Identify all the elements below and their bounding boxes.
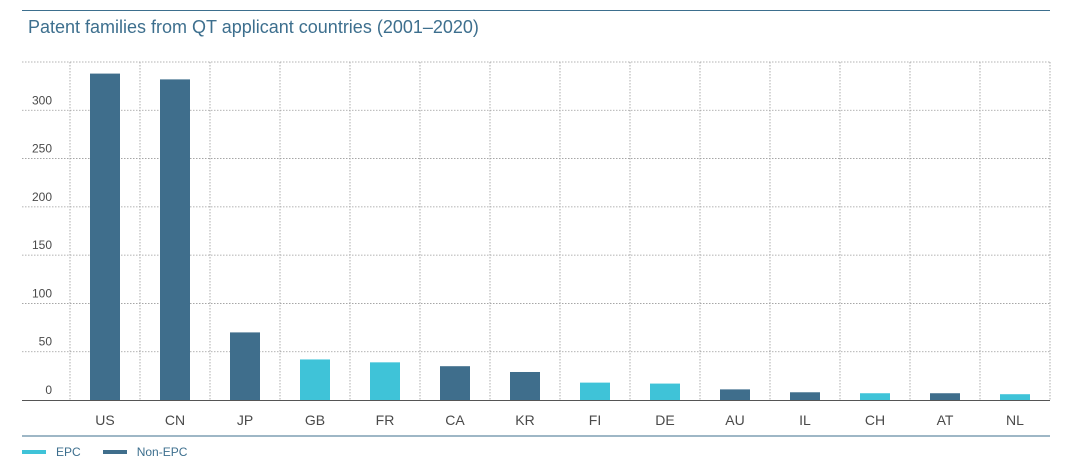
legend-swatch-non-epc [102, 450, 127, 454]
bar-at [930, 393, 960, 400]
y-tick-label: 0 [45, 383, 52, 397]
title-rule [22, 10, 1050, 11]
chart-title: Patent families from QT applicant countr… [28, 17, 479, 37]
legend-item-non-epc: Non-EPC [102, 445, 188, 459]
bar-au [720, 389, 750, 400]
bar-kr [510, 371, 540, 400]
legend-label-epc: EPC [56, 445, 81, 459]
x-tick-label-ca: CA [445, 412, 465, 428]
y-tick-label: 100 [32, 286, 52, 300]
bar-fr [370, 362, 400, 400]
y-tick-label: 150 [32, 238, 52, 252]
x-tick-label-jp: JP [237, 412, 253, 428]
bar-de [650, 383, 680, 400]
x-tick-label-ch: CH [865, 412, 885, 428]
x-tick-label-gb: GB [305, 412, 325, 428]
bar-jp [230, 332, 260, 400]
bar-ch [860, 393, 890, 400]
x-tick-label-de: DE [655, 412, 674, 428]
bar-nl [1000, 394, 1030, 400]
legend: EPC Non-EPC [22, 445, 209, 459]
y-tick-label: 200 [32, 190, 52, 204]
bar-il [790, 392, 820, 400]
x-tick-label-at: AT [937, 412, 954, 428]
legend-item-epc: EPC [22, 445, 81, 459]
bar-gb [300, 359, 330, 400]
legend-label-non-epc: Non-EPC [136, 445, 188, 459]
legend-swatch-epc [22, 450, 46, 454]
bar-us [90, 73, 120, 401]
bar-ca [440, 366, 470, 400]
bar-chart: 0 50 100 150 200 250 300 US CN JP GB FR CA KR FI DE AU IL… [22, 61, 1051, 437]
x-tick-label-kr: KR [515, 412, 534, 428]
x-tick-label-nl: NL [1006, 412, 1024, 428]
x-tick-label-fi: FI [589, 412, 601, 428]
bar-cn [160, 79, 190, 400]
y-tick-label: 50 [39, 335, 53, 349]
x-tick-label-fr: FR [376, 412, 395, 428]
bar-fi [580, 382, 610, 400]
x-tick-label-au: AU [725, 412, 744, 428]
x-tick-label-il: IL [799, 412, 811, 428]
x-tick-label-us: US [95, 412, 114, 428]
y-tick-label: 300 [32, 93, 52, 107]
y-tick-label: 250 [32, 142, 52, 156]
x-tick-label-cn: CN [165, 412, 185, 428]
